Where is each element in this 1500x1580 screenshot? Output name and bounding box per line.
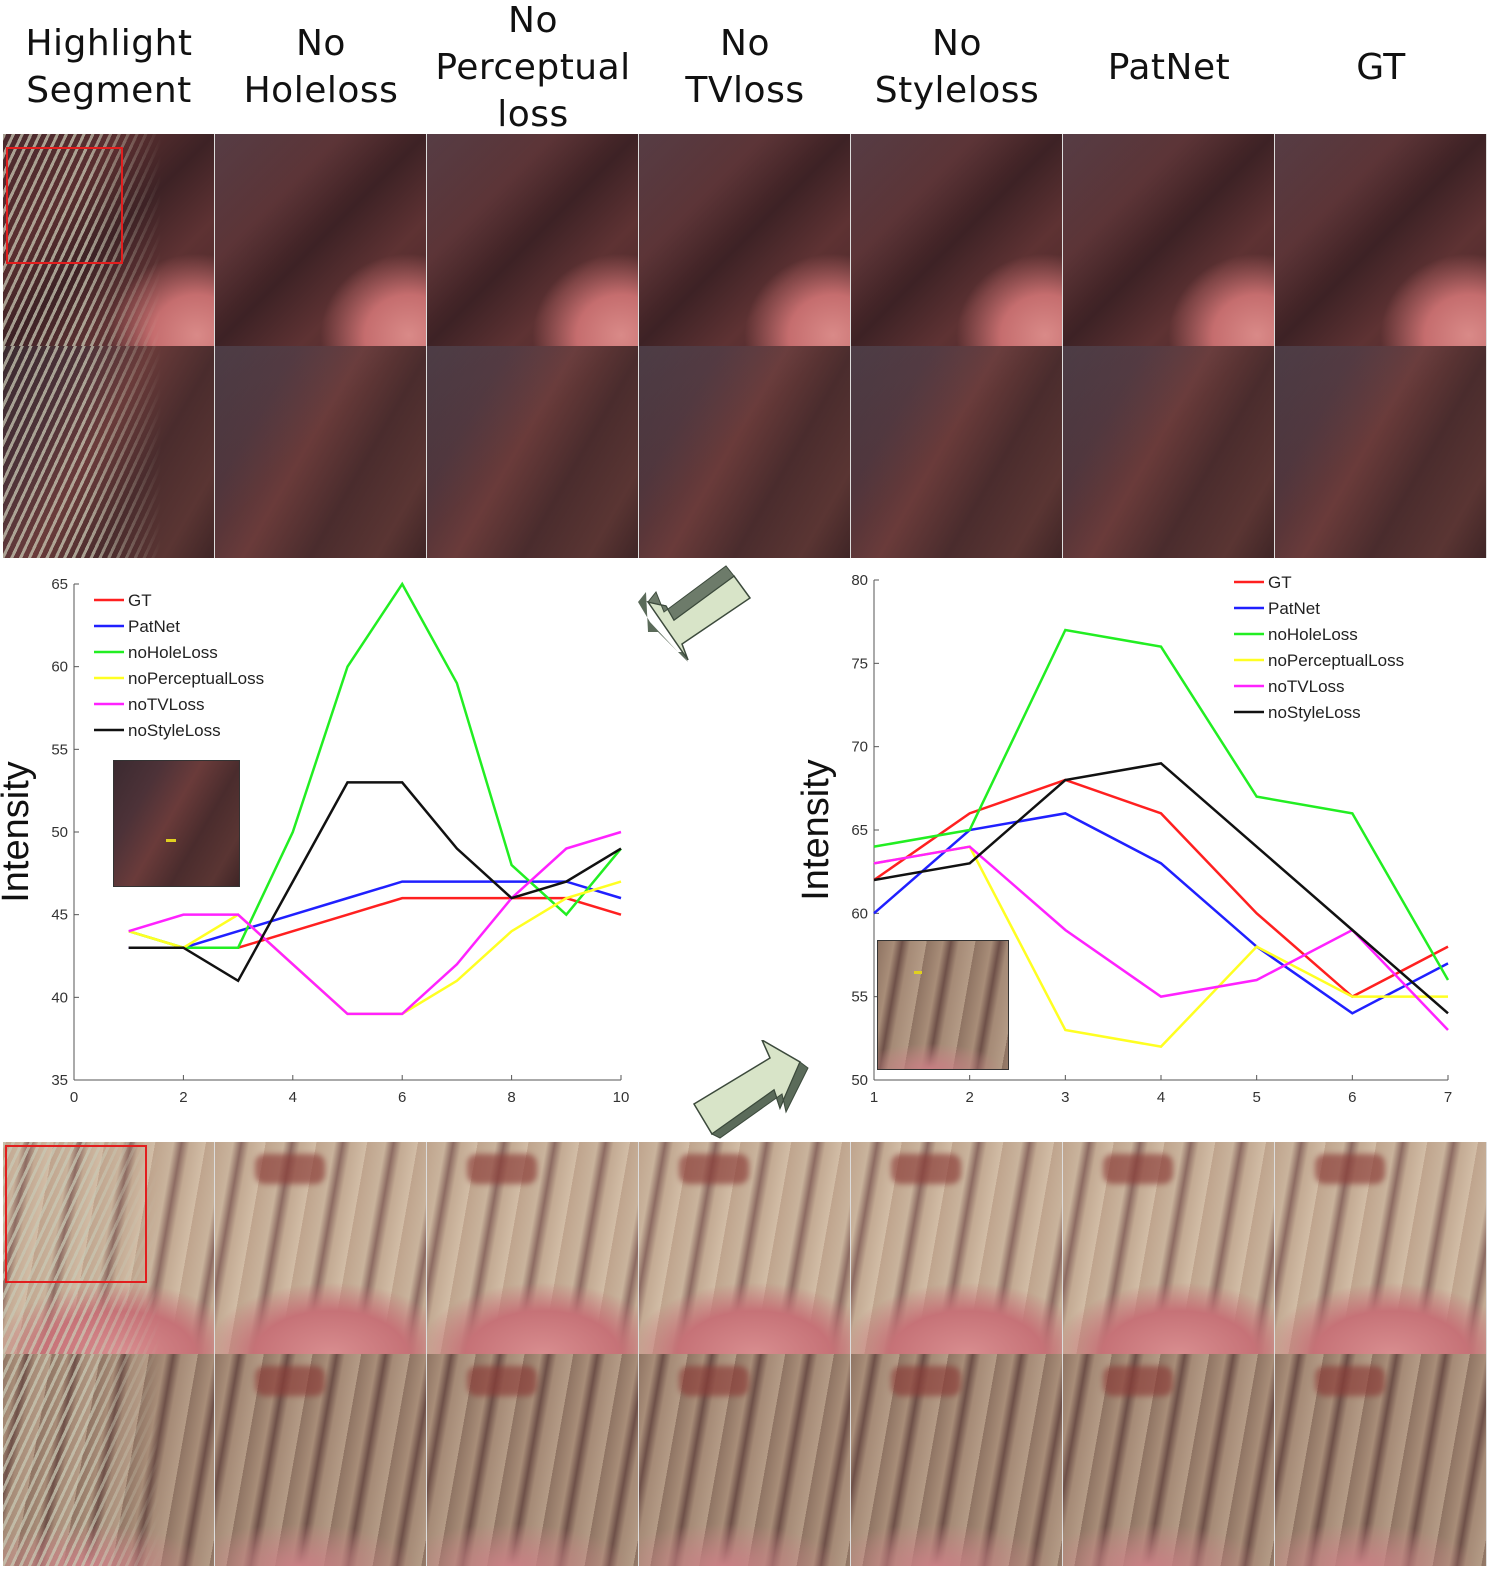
y-tick-label: 70 [851, 739, 868, 756]
image-tile-top-r1-noperceptual [427, 134, 639, 346]
inset-image-left [113, 760, 240, 887]
legend-label-nostyleloss: noStyleLoss [1268, 703, 1361, 722]
highlight-box-bottom [5, 1145, 147, 1283]
legend-label-gt: GT [1268, 573, 1292, 592]
image-tile-top-r1-noholeloss [215, 134, 427, 346]
image-tile-top-r1-nostyleloss [851, 134, 1063, 346]
image-tile-bottom-r2-nostyleloss [851, 1354, 1063, 1566]
column-header-gt: GT [1356, 46, 1406, 88]
y-tick-label: 40 [51, 989, 68, 1006]
y-tick-label: 55 [51, 741, 68, 758]
legend-label-patnet: PatNet [128, 617, 180, 636]
column-header-highlight-segment: Highlight Segment [25, 23, 193, 111]
image-tile-bottom-r2-patnet [1063, 1354, 1275, 1566]
series-line-noholeloss [873, 628, 1450, 981]
image-tile-top-r1-gt [1275, 134, 1487, 346]
y-tick-label: 35 [51, 1072, 68, 1089]
y-tick-label: 60 [51, 659, 68, 676]
y-tick-label: 50 [851, 1072, 868, 1089]
y-tick-label: 65 [851, 822, 868, 839]
x-tick-label: 10 [613, 1089, 630, 1106]
column-header-no-perceptual-loss: No Perceptual loss [435, 0, 631, 135]
arrow-right-side [711, 1061, 809, 1139]
x-tick-label: 6 [1348, 1089, 1356, 1106]
arrow-to-right-chart-icon [692, 1040, 809, 1139]
image-tile-bottom-r1-patnet [1063, 1142, 1275, 1354]
y-tick-label: 65 [51, 576, 68, 593]
series-line-notvloss [128, 830, 622, 1016]
column-header-no-tvloss: No TVloss [685, 23, 805, 111]
image-tile-top-r1-patnet [1063, 134, 1275, 346]
legend-label-nostyleloss: noStyleLoss [128, 721, 221, 740]
image-tile-top-r2-gt [1275, 346, 1487, 558]
image-tile-bottom-r2-noholeloss [215, 1354, 427, 1566]
arrow-to-left-chart-icon [638, 565, 752, 662]
x-tick-label: 4 [1157, 1089, 1165, 1106]
legend-label-notvloss: noTVLoss [1268, 677, 1345, 696]
y-tick-label: 50 [51, 824, 68, 841]
inset-image-right [877, 940, 1009, 1070]
y-tick-label: 80 [851, 572, 868, 589]
x-tick-label: 2 [965, 1089, 973, 1106]
image-tile-bottom-r1-notvloss [639, 1142, 851, 1354]
image-tile-bottom-r1-nostyleloss [851, 1142, 1063, 1354]
image-tile-top-r2-notvloss [639, 346, 851, 558]
legend-label-gt: GT [128, 591, 152, 610]
column-header-patnet: PatNet [1107, 46, 1231, 88]
x-tick-label: 5 [1252, 1089, 1260, 1106]
x-tick-label: 1 [870, 1089, 878, 1106]
series-line-nostyleloss [128, 781, 622, 983]
arrow-left-shadow [638, 592, 688, 662]
image-tile-bottom-r1-noperceptual [427, 1142, 639, 1354]
image-tile-bottom-r2-highlight [3, 1354, 215, 1566]
image-tile-top-r2-noholeloss [215, 346, 427, 558]
x-tick-label: 8 [507, 1089, 515, 1106]
image-tile-top-r1-highlight [3, 134, 215, 346]
x-tick-label: 0 [70, 1089, 78, 1106]
highlight-marker-icon [914, 971, 922, 974]
x-tick-label: 7 [1444, 1089, 1452, 1106]
series-line-nostyleloss [873, 761, 1449, 1015]
y-tick-label: 75 [851, 655, 868, 672]
legend-label-noholeloss: noHoleLoss [128, 643, 218, 662]
x-tick-label: 6 [398, 1089, 406, 1106]
highlight-box-top [6, 147, 123, 264]
x-tick-label: 2 [179, 1089, 187, 1106]
y-axis-label: Intensity [795, 759, 837, 901]
image-tile-bottom-r2-gt [1275, 1354, 1487, 1566]
arrow-left-side [647, 565, 735, 621]
image-tile-bottom-r1-noholeloss [215, 1142, 427, 1354]
chart-left: 0 2 4 6 8 10 35 40 45 50 55 60 65 Intensity GT PatNet no… [0, 576, 629, 1106]
highlight-marker-icon [166, 839, 176, 842]
y-axis-label: Intensity [0, 761, 37, 903]
legend-label-notvloss: noTVLoss [128, 695, 205, 714]
column-header-no-styleloss: No Styleloss [874, 23, 1040, 111]
image-tile-bottom-r2-notvloss [639, 1354, 851, 1566]
image-tile-top-r2-nostyleloss [851, 346, 1063, 558]
image-tile-bottom-r1-gt [1275, 1142, 1487, 1354]
x-tick-label: 4 [289, 1089, 297, 1106]
chart-right: 1 2 3 4 5 6 7 50 55 60 65 70 75 80 Intensity GT PatNet no… [795, 572, 1452, 1106]
column-header-no-holeloss: No Holeloss [243, 23, 399, 111]
y-tick-label: 60 [851, 905, 868, 922]
image-tile-top-r2-highlight [3, 346, 215, 558]
image-tile-top-r2-patnet [1063, 346, 1275, 558]
image-tile-top-r2-noperceptual [427, 346, 639, 558]
legend-label-noholeloss: noHoleLoss [1268, 625, 1358, 644]
x-tick-label: 3 [1061, 1089, 1069, 1106]
legend-label-noperceptualloss: noPerceptualLoss [1268, 651, 1404, 670]
series-line-patnet [128, 880, 622, 949]
legend-label-patnet: PatNet [1268, 599, 1320, 618]
y-tick-label: 55 [851, 989, 868, 1006]
image-tile-bottom-r1-highlight [3, 1142, 215, 1354]
image-tile-bottom-r2-noperceptual [427, 1354, 639, 1566]
y-tick-label: 45 [51, 907, 68, 924]
legend-label-noperceptualloss: noPerceptualLoss [128, 669, 264, 688]
image-tile-top-r1-notvloss [639, 134, 851, 346]
arrow-right-body [692, 1040, 801, 1136]
